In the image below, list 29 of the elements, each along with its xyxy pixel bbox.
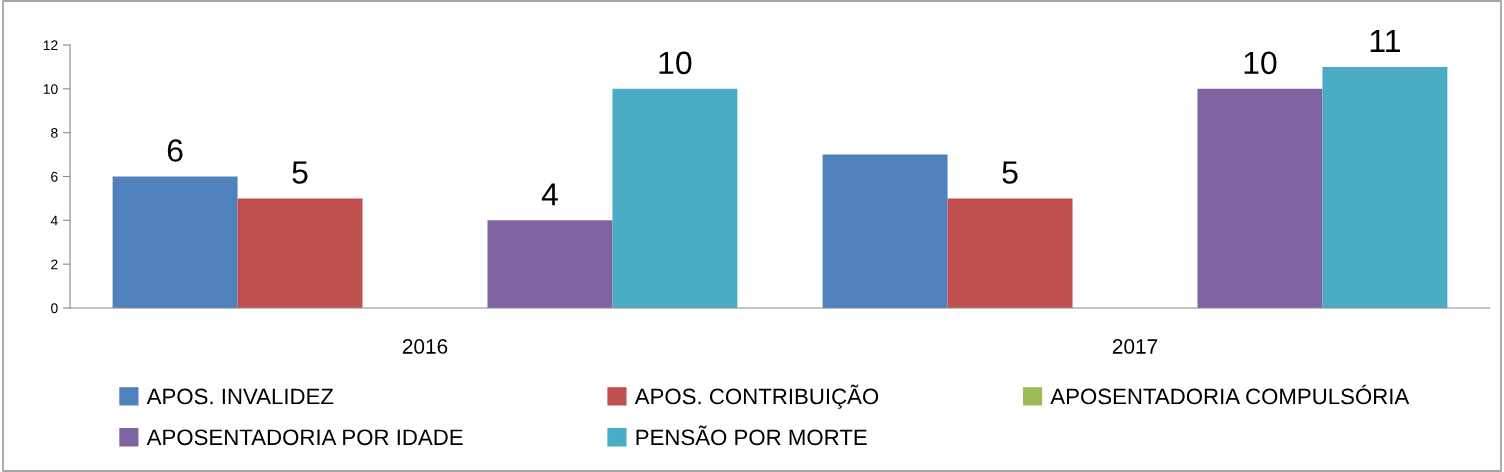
x-tick-label: 2017 bbox=[1112, 339, 1158, 354]
bar bbox=[237, 198, 363, 308]
bar bbox=[487, 220, 613, 308]
bar bbox=[1197, 88, 1323, 308]
y-tick-label: 12 bbox=[43, 40, 58, 51]
y-tick-label: 8 bbox=[51, 128, 58, 138]
data-label: 4 bbox=[541, 183, 558, 206]
data-label: 10 bbox=[659, 51, 692, 75]
y-tick-label: 6 bbox=[51, 171, 58, 182]
data-label: 11 bbox=[1370, 29, 1400, 52]
legend-label: APOSENTADORIA POR IDADE bbox=[146, 429, 463, 446]
y-tick-label: 2 bbox=[51, 259, 58, 270]
legend-label: APOS. CONTRIBUIÇÃO bbox=[634, 384, 879, 409]
legend-label: APOSENTADORIA COMPULSÓRIA bbox=[1050, 384, 1410, 405]
x-tick-label: 2016 bbox=[402, 339, 448, 354]
bar bbox=[1322, 66, 1448, 308]
legend-label: PENSÃO POR MORTE bbox=[636, 425, 867, 446]
bar bbox=[112, 176, 238, 308]
legend-label: APOS. INVALIDEZ bbox=[146, 388, 334, 405]
data-label: 10 bbox=[1244, 51, 1277, 75]
data-label: 6 bbox=[167, 139, 183, 162]
data-label: 5 bbox=[292, 161, 308, 184]
bar bbox=[612, 88, 738, 308]
bar bbox=[822, 154, 948, 308]
data-label: 5 bbox=[1002, 161, 1018, 184]
y-tick-label: 10 bbox=[43, 84, 58, 94]
bar bbox=[947, 198, 1073, 308]
y-tick-label: 0 bbox=[51, 303, 58, 314]
y-tick-label: 4 bbox=[50, 215, 58, 226]
